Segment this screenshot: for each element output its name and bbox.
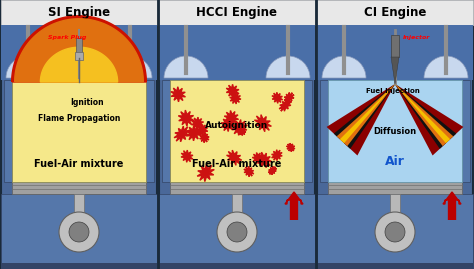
- Bar: [1, 0, 157, 269]
- Polygon shape: [12, 16, 146, 82]
- Polygon shape: [15, 19, 143, 82]
- Bar: [320, 80, 328, 182]
- Bar: [12, 182, 146, 194]
- Bar: [1, 194, 157, 269]
- Bar: [75, 52, 83, 60]
- Bar: [159, 263, 315, 269]
- Polygon shape: [272, 150, 282, 161]
- Circle shape: [227, 222, 247, 242]
- Polygon shape: [224, 111, 238, 125]
- Bar: [1, 263, 157, 269]
- FancyArrow shape: [285, 192, 303, 204]
- Bar: [328, 80, 462, 182]
- Bar: [462, 80, 470, 182]
- Polygon shape: [174, 126, 190, 142]
- Text: Spark Plug: Spark Plug: [48, 36, 86, 41]
- Circle shape: [59, 212, 99, 252]
- Text: Ignition: Ignition: [70, 98, 104, 107]
- Bar: [328, 182, 462, 194]
- Text: Injector: Injector: [403, 36, 430, 41]
- Polygon shape: [395, 84, 450, 143]
- Polygon shape: [255, 115, 272, 132]
- Bar: [4, 80, 12, 182]
- Text: HCCI Engine: HCCI Engine: [197, 6, 277, 19]
- Bar: [317, 0, 473, 269]
- Text: Fuel-Air mixture: Fuel-Air mixture: [34, 159, 124, 169]
- Bar: [162, 80, 170, 182]
- Bar: [317, 25, 473, 80]
- Wedge shape: [424, 56, 468, 78]
- Polygon shape: [279, 99, 292, 111]
- Bar: [317, 194, 473, 269]
- Polygon shape: [226, 84, 239, 98]
- Bar: [1, 0, 157, 25]
- Polygon shape: [178, 110, 194, 126]
- Bar: [304, 80, 312, 182]
- Polygon shape: [334, 84, 395, 149]
- Polygon shape: [340, 84, 395, 143]
- Polygon shape: [191, 117, 204, 130]
- Polygon shape: [395, 84, 464, 155]
- Polygon shape: [395, 84, 456, 149]
- Wedge shape: [108, 56, 152, 78]
- Bar: [1, 25, 157, 80]
- Wedge shape: [6, 56, 50, 78]
- Wedge shape: [322, 56, 366, 78]
- Bar: [232, 194, 242, 224]
- Bar: [146, 80, 154, 182]
- Polygon shape: [337, 84, 395, 146]
- Polygon shape: [232, 119, 247, 135]
- Circle shape: [69, 222, 89, 242]
- Polygon shape: [221, 117, 235, 132]
- Polygon shape: [237, 127, 246, 136]
- Polygon shape: [227, 150, 242, 165]
- Polygon shape: [327, 84, 395, 155]
- Polygon shape: [197, 164, 214, 182]
- Bar: [159, 0, 315, 25]
- Text: CI Engine: CI Engine: [364, 6, 426, 19]
- Polygon shape: [181, 150, 193, 162]
- Polygon shape: [252, 153, 264, 164]
- Text: SI Engine: SI Engine: [48, 6, 110, 19]
- Bar: [170, 182, 304, 194]
- Circle shape: [375, 212, 415, 252]
- Bar: [159, 25, 315, 80]
- Bar: [390, 194, 400, 224]
- Polygon shape: [40, 47, 118, 82]
- Bar: [317, 0, 473, 25]
- Bar: [159, 0, 315, 269]
- Bar: [317, 263, 473, 269]
- FancyArrow shape: [443, 192, 461, 204]
- Wedge shape: [164, 56, 208, 78]
- Text: Diffusion: Diffusion: [374, 126, 417, 136]
- Text: Flame Propagation: Flame Propagation: [38, 114, 120, 123]
- Polygon shape: [268, 167, 277, 175]
- Circle shape: [217, 212, 257, 252]
- Polygon shape: [230, 93, 241, 104]
- Polygon shape: [197, 124, 208, 136]
- Text: Air: Air: [385, 155, 405, 168]
- Polygon shape: [391, 57, 399, 84]
- Polygon shape: [272, 92, 283, 103]
- Circle shape: [385, 222, 405, 242]
- Bar: [391, 35, 399, 57]
- Polygon shape: [200, 133, 209, 143]
- Bar: [159, 194, 315, 269]
- Polygon shape: [286, 143, 295, 152]
- Polygon shape: [256, 152, 272, 168]
- Text: Autoignition: Autoignition: [205, 121, 269, 130]
- Bar: [12, 80, 146, 182]
- Bar: [74, 194, 84, 224]
- Polygon shape: [186, 125, 201, 141]
- Polygon shape: [395, 84, 453, 146]
- Text: Fuel Injection: Fuel Injection: [366, 88, 420, 94]
- Wedge shape: [266, 56, 310, 78]
- Text: Fuel-Air mixture: Fuel-Air mixture: [192, 159, 282, 169]
- Bar: [170, 80, 304, 182]
- Bar: [76, 38, 82, 58]
- Polygon shape: [284, 93, 294, 102]
- Polygon shape: [171, 87, 185, 102]
- Polygon shape: [244, 167, 254, 177]
